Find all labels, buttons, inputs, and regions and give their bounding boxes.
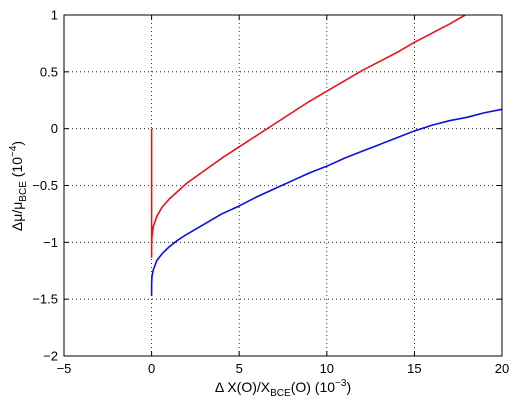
y-tick-label: −0.5: [32, 178, 58, 193]
y-tick-label: −1: [43, 235, 58, 250]
y-tick-label: 0: [51, 121, 58, 136]
series-line-1: [150, 14, 466, 258]
x-tick-label: 20: [495, 361, 509, 376]
ticks: [63, 14, 503, 357]
y-tick-label: −2: [43, 349, 58, 364]
x-tick-label: 0: [148, 361, 155, 376]
y-tick-label: −1.5: [32, 292, 58, 307]
y-tick-label: 1: [51, 8, 58, 23]
x-tick-label: −5: [57, 361, 72, 376]
x-tick-label: 10: [320, 361, 334, 376]
x-axis-label: Δ X(O)/XBCE(O) (10−3): [215, 378, 351, 399]
tick-labels: −5 0 5 10 15 20 −2 −1.5 −1 −0.5 0 0.5 1: [32, 8, 509, 377]
y-axis-label: Δμ/μBCE (10−4): [8, 141, 29, 231]
series-line-2: [150, 108, 503, 296]
x-tick-label: 5: [236, 361, 243, 376]
grid: [64, 15, 502, 356]
series-group: [150, 14, 503, 296]
x-tick-label: 15: [407, 361, 421, 376]
y-tick-label: 0.5: [40, 64, 58, 79]
